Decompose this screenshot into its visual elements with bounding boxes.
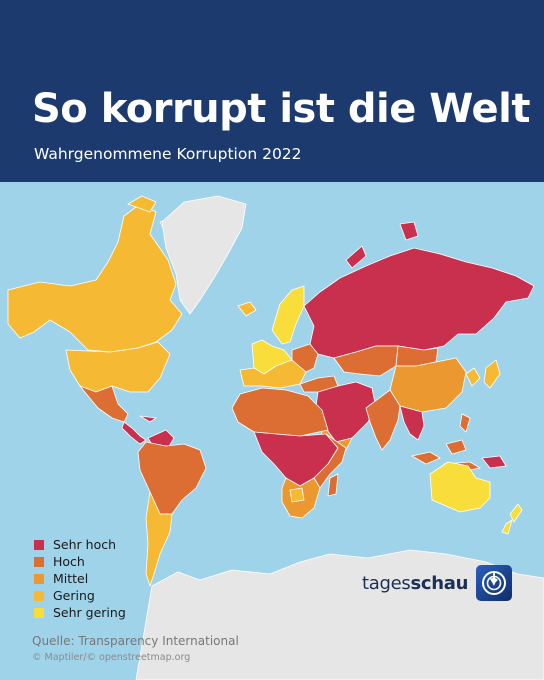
page-subtitle: Wahrgenommene Korruption 2022 bbox=[34, 145, 302, 163]
region-south-asia bbox=[365, 389, 401, 451]
region-greenland bbox=[161, 195, 247, 315]
legend-label: Mittel bbox=[53, 571, 89, 586]
legend-swatch bbox=[34, 573, 44, 584]
brand-logo: tagesschau bbox=[362, 565, 513, 601]
brand-name-bold: schau bbox=[410, 572, 469, 594]
region-mexico bbox=[79, 385, 129, 423]
region-iceland bbox=[237, 301, 257, 317]
region-scandinavia bbox=[271, 285, 305, 345]
legend-item: Mittel bbox=[34, 570, 126, 587]
region-southeast-asia bbox=[399, 405, 425, 441]
region-canada-alaska bbox=[7, 203, 183, 353]
legend-item: Sehr gering bbox=[34, 604, 126, 621]
region-russia bbox=[303, 247, 535, 359]
legend-item: Gering bbox=[34, 587, 126, 604]
legend-label: Sehr gering bbox=[53, 605, 126, 620]
region-china bbox=[389, 357, 467, 413]
legend-item: Sehr hoch bbox=[34, 536, 126, 553]
region-botswana bbox=[289, 487, 305, 503]
region-korea-japan bbox=[465, 359, 501, 389]
legend-item: Hoch bbox=[34, 553, 126, 570]
region-russian-arctic bbox=[345, 221, 419, 269]
region-southern-cone bbox=[145, 491, 173, 587]
region-indonesia bbox=[411, 413, 481, 473]
tagesschau-globe-icon bbox=[476, 565, 513, 601]
region-madagascar bbox=[327, 473, 339, 497]
world-map bbox=[7, 195, 544, 680]
source-note: Quelle: Transparency International bbox=[32, 634, 239, 648]
legend: Sehr hoch Hoch Mittel Gering Sehr gering bbox=[34, 536, 126, 621]
legend-swatch bbox=[34, 556, 44, 567]
map-attribution: © Maptiler/© openstreetmap.org bbox=[32, 652, 191, 663]
legend-label: Hoch bbox=[53, 554, 85, 569]
region-antarctica bbox=[135, 549, 544, 680]
region-new-zealand bbox=[501, 503, 523, 535]
legend-label: Sehr hoch bbox=[53, 537, 117, 552]
legend-label: Gering bbox=[53, 588, 95, 603]
region-north-africa bbox=[231, 387, 329, 437]
legend-swatch bbox=[34, 607, 44, 618]
region-australia bbox=[429, 461, 491, 513]
brand-name-regular: tages bbox=[362, 572, 411, 594]
brand-wordmark: tagesschau bbox=[362, 573, 468, 594]
region-central-america bbox=[121, 415, 157, 445]
region-papua bbox=[481, 455, 507, 469]
legend-swatch bbox=[34, 590, 44, 601]
legend-swatch bbox=[34, 539, 44, 550]
page-title: So korrupt ist die Welt bbox=[32, 86, 530, 132]
header-banner: So korrupt ist die Welt Wahrgenommene Ko… bbox=[0, 0, 544, 182]
region-south-america bbox=[137, 441, 207, 515]
